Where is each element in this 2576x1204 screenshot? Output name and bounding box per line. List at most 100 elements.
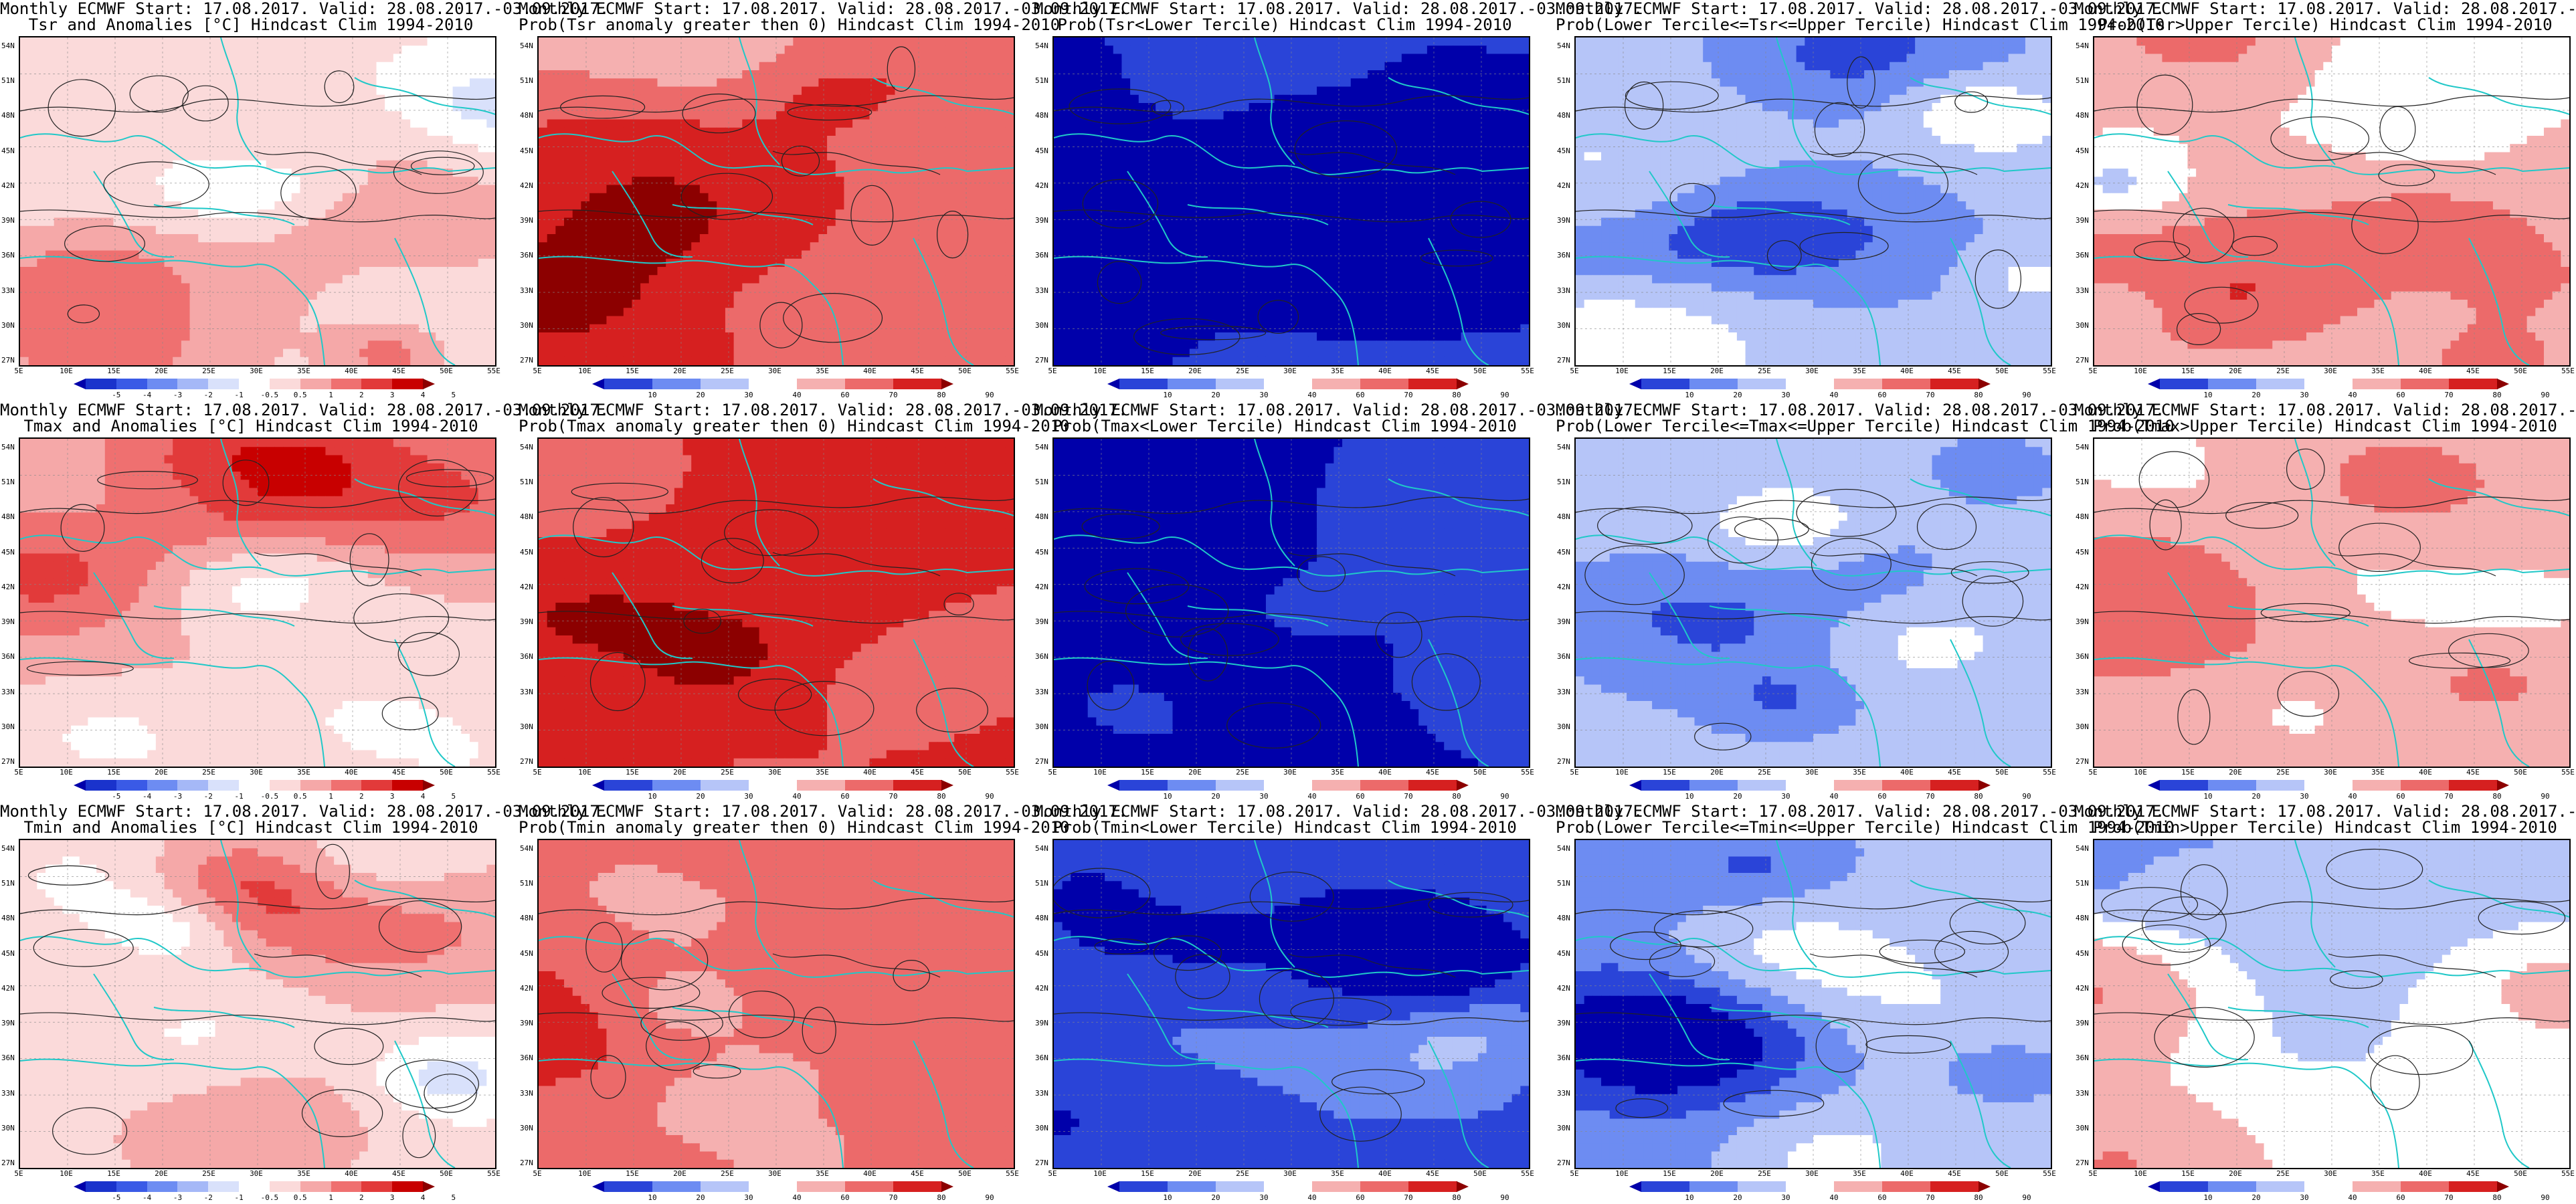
field-cell (461, 45, 470, 55)
field-cell (1005, 160, 1014, 169)
field-cell (835, 258, 845, 268)
field-cell (215, 250, 224, 260)
field-cell (895, 258, 904, 268)
field-cell (945, 54, 955, 63)
field-cell (274, 225, 284, 235)
field-cell (486, 316, 495, 325)
field-cell (258, 127, 267, 136)
field-cell (996, 357, 1006, 365)
field-cell (385, 242, 394, 252)
field-cell (96, 94, 106, 104)
field-cell (929, 185, 938, 194)
field-cell (572, 357, 581, 365)
field-cell (784, 111, 794, 120)
field-cell (104, 103, 114, 112)
field-cell (547, 78, 556, 88)
field-cell (648, 169, 658, 177)
field-cell (708, 242, 717, 252)
field-cell (539, 185, 548, 194)
field-cell (139, 316, 148, 325)
field-cell (980, 300, 989, 308)
field-cell (632, 332, 641, 341)
map-field-svg (539, 37, 1014, 365)
field-cell (657, 209, 666, 219)
field-cell (62, 62, 72, 71)
field-cell (988, 45, 998, 55)
field-cell (878, 127, 887, 136)
field-cell (28, 119, 37, 128)
field-cell (623, 86, 633, 96)
field-cell (971, 37, 980, 46)
field-cell (232, 267, 242, 276)
field-cell (589, 193, 599, 202)
field-cell (291, 62, 300, 71)
field-cell (810, 54, 819, 63)
field-cell (1147, 78, 1156, 88)
forecast-map (1052, 36, 1530, 367)
field-cell (555, 291, 565, 300)
field-cell (28, 209, 37, 219)
map-field-svg (1054, 37, 1529, 365)
field-cell (988, 258, 998, 268)
latitude-label: 42N (1, 181, 15, 190)
field-cell (835, 177, 845, 186)
field-cell (776, 86, 786, 96)
longitude-label: 50E (433, 367, 460, 375)
field-cell (427, 144, 436, 153)
field-cell (88, 209, 97, 219)
field-cell (589, 86, 599, 96)
field-cell (283, 54, 292, 63)
field-cell (589, 37, 599, 46)
field-cell (818, 357, 828, 365)
field-cell (776, 201, 786, 210)
field-cell (232, 332, 242, 341)
field-cell (920, 152, 929, 161)
field-cell (691, 193, 701, 202)
coastline-border (220, 37, 262, 165)
field-cell (996, 324, 1006, 333)
field-cell (122, 119, 131, 128)
field-cell (640, 242, 650, 252)
field-cell (469, 258, 479, 268)
field-cell (539, 70, 548, 79)
field-cell (376, 340, 385, 350)
field-cell (173, 316, 182, 325)
field-cell (640, 308, 650, 317)
field-cell (173, 209, 182, 219)
field-cell (835, 169, 845, 177)
field-cell (699, 217, 709, 227)
field-cell (980, 127, 989, 136)
field-cell (615, 357, 624, 365)
field-cell (173, 54, 182, 63)
field-cell (28, 275, 37, 284)
field-cell (1096, 54, 1105, 63)
field-cell (674, 62, 684, 71)
field-cell (334, 267, 343, 276)
field-cell (767, 45, 777, 55)
field-cell (300, 357, 309, 365)
field-cell (181, 242, 191, 252)
field-cell (920, 332, 929, 341)
field-cell (155, 348, 165, 358)
field-cell (699, 275, 709, 284)
field-cell (215, 45, 224, 55)
field-cell (113, 217, 122, 227)
field-cell (198, 103, 207, 112)
field-cell (240, 242, 250, 252)
field-cell (615, 275, 624, 284)
field-cell (258, 119, 267, 128)
field-cell (708, 300, 717, 308)
field-cell (852, 119, 862, 128)
field-cell (79, 340, 89, 350)
field-cell (1172, 78, 1182, 88)
field-cell (1005, 177, 1014, 186)
field-cell (342, 308, 352, 317)
field-cell (827, 283, 836, 292)
field-cell (674, 258, 684, 268)
field-cell (996, 193, 1006, 202)
field-cell (767, 267, 777, 276)
field-cell (597, 234, 608, 243)
field-cell (742, 37, 751, 46)
field-cell (615, 193, 624, 202)
field-cell (240, 177, 250, 186)
